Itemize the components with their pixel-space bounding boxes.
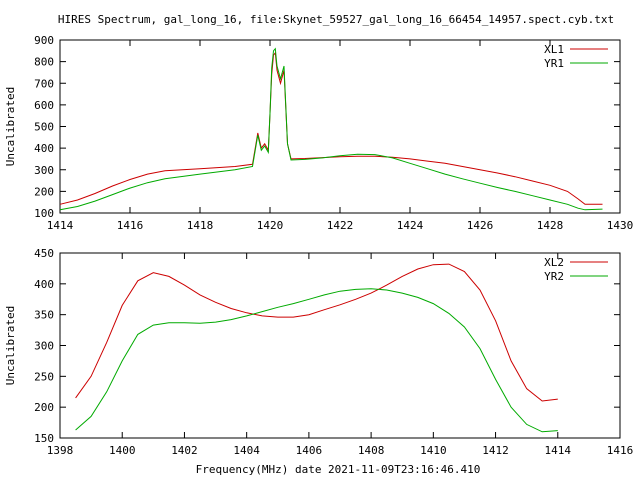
bottom-spectrum-chart: Uncalibrated Frequency(MHz) date 2021-11… bbox=[4, 247, 633, 476]
y-tick-label: 800 bbox=[34, 56, 54, 69]
y-tick-label: 200 bbox=[34, 401, 54, 414]
bottom-plot-frame bbox=[59, 252, 621, 439]
top-y-axis-label: Uncalibrated bbox=[4, 87, 17, 166]
x-tick-label: 1408 bbox=[358, 444, 385, 457]
x-tick-label: 1404 bbox=[233, 444, 260, 457]
bottom-x-axis-label: Frequency(MHz) date 2021-11-09T23:16:46.… bbox=[196, 463, 481, 476]
figure-title: HIRES Spectrum, gal_long_16, file:Skynet… bbox=[58, 13, 614, 26]
x-tick-label: 1426 bbox=[467, 219, 494, 232]
x-tick-label: 1430 bbox=[607, 219, 634, 232]
x-tick-label: 1422 bbox=[327, 219, 354, 232]
x-tick-label: 1416 bbox=[607, 444, 634, 457]
legend-label-xl1: XL1 bbox=[544, 43, 564, 56]
y-tick-label: 400 bbox=[34, 142, 54, 155]
series-line-xl2 bbox=[75, 263, 558, 402]
y-tick-label: 100 bbox=[34, 207, 54, 220]
y-tick-label: 250 bbox=[34, 370, 54, 383]
y-tick-label: 300 bbox=[34, 164, 54, 177]
x-tick-label: 1428 bbox=[537, 219, 564, 232]
bottom-series-lines bbox=[75, 263, 558, 433]
y-tick-label: 900 bbox=[34, 34, 54, 47]
y-tick-label: 300 bbox=[34, 340, 54, 353]
legend-label-xl2: XL2 bbox=[544, 256, 564, 269]
y-tick-label: 700 bbox=[34, 77, 54, 90]
top-spectrum-chart: Uncalibrated 1414 1416 1418 1420 1422 1424 142… bbox=[4, 34, 633, 232]
x-tick-label: 1416 bbox=[117, 219, 144, 232]
x-tick-label: 1410 bbox=[420, 444, 447, 457]
x-tick-label: 1418 bbox=[187, 219, 214, 232]
y-tick-label: 200 bbox=[34, 185, 54, 198]
y-tick-label: 450 bbox=[34, 247, 54, 260]
series-line-xl1 bbox=[59, 51, 603, 205]
bottom-y-axis-label: Uncalibrated bbox=[4, 306, 17, 385]
y-tick-label: 600 bbox=[34, 99, 54, 112]
x-tick-label: 1420 bbox=[257, 219, 284, 232]
legend-label-yr2: YR2 bbox=[544, 270, 564, 283]
top-plot-frame bbox=[59, 39, 621, 214]
x-tick-label: 1414 bbox=[545, 444, 572, 457]
y-tick-label: 350 bbox=[34, 309, 54, 322]
x-tick-label: 1412 bbox=[482, 444, 509, 457]
bottom-ticks: 1398 1400 1402 1404 1406 1408 1410 1412 1414 1416… bbox=[34, 247, 633, 457]
y-tick-label: 500 bbox=[34, 121, 54, 134]
series-line-yr2 bbox=[75, 288, 558, 433]
legend-label-yr1: YR1 bbox=[544, 57, 564, 70]
y-tick-label: 150 bbox=[34, 432, 54, 445]
top-series-lines bbox=[59, 47, 603, 211]
x-tick-label: 1402 bbox=[171, 444, 198, 457]
x-tick-label: 1398 bbox=[47, 444, 74, 457]
series-line-yr1 bbox=[59, 47, 603, 211]
y-tick-label: 400 bbox=[34, 278, 54, 291]
x-tick-label: 1406 bbox=[296, 444, 323, 457]
x-tick-label: 1424 bbox=[397, 219, 424, 232]
x-tick-label: 1414 bbox=[47, 219, 74, 232]
x-tick-label: 1400 bbox=[109, 444, 136, 457]
top-ticks: 1414 1416 1418 1420 1422 1424 1426 1428 1430 100 2… bbox=[34, 34, 633, 232]
